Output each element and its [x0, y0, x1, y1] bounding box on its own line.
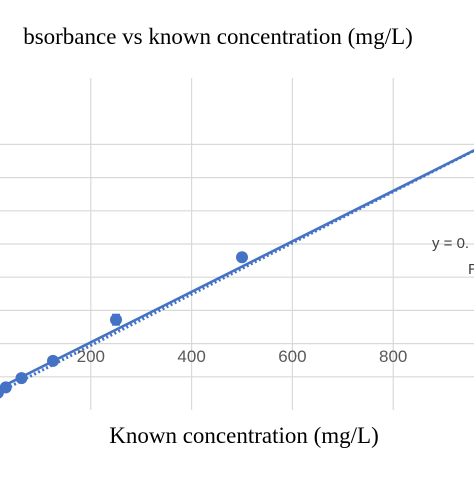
- data-point-4: [47, 354, 59, 367]
- equation-annotation: y = 0.: [432, 235, 469, 252]
- x-tick-label-2: 600: [278, 347, 306, 366]
- chart-title: bsorbance vs known concentration (mg/L): [23, 24, 413, 49]
- data-point-2: [0, 381, 12, 394]
- fit-line: [0, 148, 474, 390]
- r-squared-annotation: R: [468, 261, 474, 278]
- data-points: [0, 251, 248, 399]
- grid: [0, 78, 474, 410]
- x-axis-label: Known concentration (mg/L): [109, 423, 379, 448]
- data-point-6: [236, 251, 248, 264]
- x-tick-labels: 200 400 600 800: [77, 347, 408, 366]
- data-point-3: [15, 372, 28, 385]
- data-point-5: [110, 313, 122, 326]
- lines: [0, 148, 474, 394]
- x-tick-label-1: 400: [177, 347, 205, 366]
- x-tick-label-3: 800: [379, 347, 407, 366]
- x-tick-label-0: 200: [77, 347, 105, 366]
